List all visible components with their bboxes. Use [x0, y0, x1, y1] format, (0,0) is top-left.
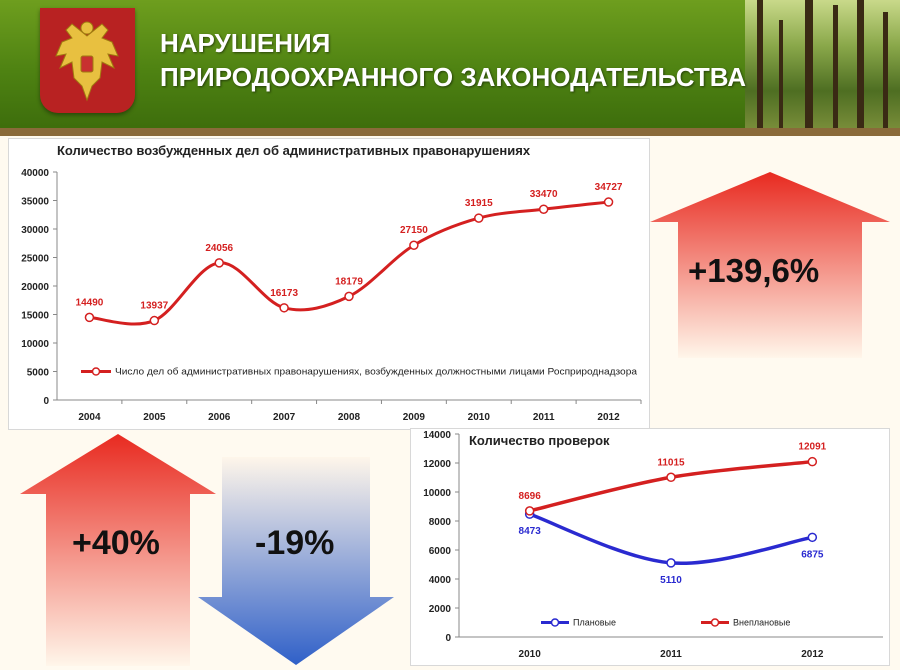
chart-cases: Количество возбужденных дел об администр…: [8, 138, 650, 430]
y-tick-label: 10000: [21, 339, 49, 350]
x-tick-label: 2005: [143, 412, 166, 423]
x-tick-label: 2004: [78, 412, 101, 423]
data-label: 24056: [205, 243, 233, 254]
x-tick-label: 2012: [597, 412, 620, 423]
data-label: 18179: [335, 276, 363, 287]
data-point: [603, 197, 614, 207]
data-point: [214, 258, 224, 268]
header-divider: [0, 128, 900, 136]
data-point: [279, 303, 289, 313]
data-point: [344, 291, 354, 302]
data-point: [807, 456, 818, 467]
data-label: 27150: [400, 225, 428, 236]
data-label: 11015: [657, 457, 685, 468]
y-tick-label: 20000: [21, 282, 49, 293]
x-tick-label: 2011: [660, 649, 682, 660]
legend-label: Число дел об административных правонаруш…: [115, 367, 637, 377]
data-label: 8473: [519, 526, 542, 537]
x-tick-label: 2011: [533, 412, 555, 423]
x-tick-label: 2010: [519, 649, 542, 660]
data-label: 5110: [660, 575, 682, 586]
data-label: 6875: [801, 549, 824, 560]
data-label: 31915: [465, 198, 493, 209]
page-title-line2: ПРИРОДООХРАННОГО ЗАКОНОДАТЕЛЬСТВА: [160, 62, 746, 92]
data-point: [474, 213, 484, 223]
data-point: [149, 315, 160, 326]
chart-title: Количество возбужденных дел об администр…: [57, 143, 531, 158]
data-label: 13937: [140, 301, 168, 312]
data-point: [807, 532, 818, 543]
data-label: 16173: [270, 288, 298, 299]
chart-inspections: Количество проверок 0 2000 4000 6000 8000 1000…: [410, 428, 890, 666]
legend-marker: [550, 618, 560, 627]
inspections-decrease-label: -19%: [255, 524, 335, 562]
x-tick-label: 2007: [273, 412, 296, 423]
legend-label: Внеплановые: [733, 618, 790, 628]
y-tick-label: 0: [43, 396, 49, 407]
y-tick-label: 25000: [21, 254, 49, 265]
y-tick-label: 15000: [21, 311, 49, 322]
x-tick-label: 2008: [338, 412, 361, 423]
data-label: 33470: [530, 189, 558, 200]
data-point: [666, 558, 676, 568]
coat-of-arms-emblem: [40, 8, 135, 113]
y-tick-label: 14000: [423, 430, 451, 441]
increase-percent-label: +139,6%: [688, 252, 820, 289]
double-headed-eagle-icon: [55, 21, 119, 102]
data-label: 8696: [519, 491, 542, 502]
y-tick-label: 0: [445, 633, 451, 644]
data-label: 12091: [798, 442, 826, 453]
arrow-down-decrease-icon: [198, 457, 394, 665]
inspections-increase-label: +40%: [72, 524, 160, 562]
data-point: [84, 312, 95, 323]
x-tick-label: 2009: [403, 412, 426, 423]
data-point: [524, 506, 535, 516]
arrow-up-increase-icon: [650, 172, 890, 358]
series-line: [529, 459, 813, 513]
y-tick-label: 30000: [21, 225, 49, 236]
x-tick-label: 2006: [208, 412, 231, 423]
arrow-up-increase-icon: [20, 434, 216, 666]
data-point: [409, 240, 419, 250]
data-point: [666, 472, 676, 483]
y-tick-label: 8000: [429, 517, 452, 528]
y-tick-label: 4000: [429, 575, 452, 586]
y-tick-label: 12000: [423, 459, 451, 470]
y-tick-label: 5000: [27, 368, 50, 379]
legend-label: Плановые: [573, 618, 616, 628]
data-label: 34727: [595, 182, 623, 193]
legend-marker: [710, 618, 720, 627]
y-tick-label: 6000: [429, 546, 452, 557]
data-label: 14490: [76, 297, 104, 308]
data-point: [538, 204, 549, 214]
y-tick-label: 35000: [21, 197, 49, 208]
y-tick-label: 40000: [21, 168, 49, 179]
forest-image: [745, 0, 900, 130]
series-line: [529, 512, 813, 566]
y-tick-label: 2000: [429, 604, 452, 615]
x-tick-label: 2010: [468, 412, 491, 423]
y-tick-label: 10000: [423, 488, 451, 499]
x-tick-label: 2012: [801, 649, 824, 660]
page-title-line1: НАРУШЕНИЯ: [160, 28, 331, 58]
header-banner: НАРУШЕНИЯ ПРИРОДООХРАННОГО ЗАКОНОДАТЕЛЬС…: [0, 0, 900, 130]
chart-title: Количество проверок: [469, 433, 610, 448]
legend-marker: [91, 367, 101, 376]
